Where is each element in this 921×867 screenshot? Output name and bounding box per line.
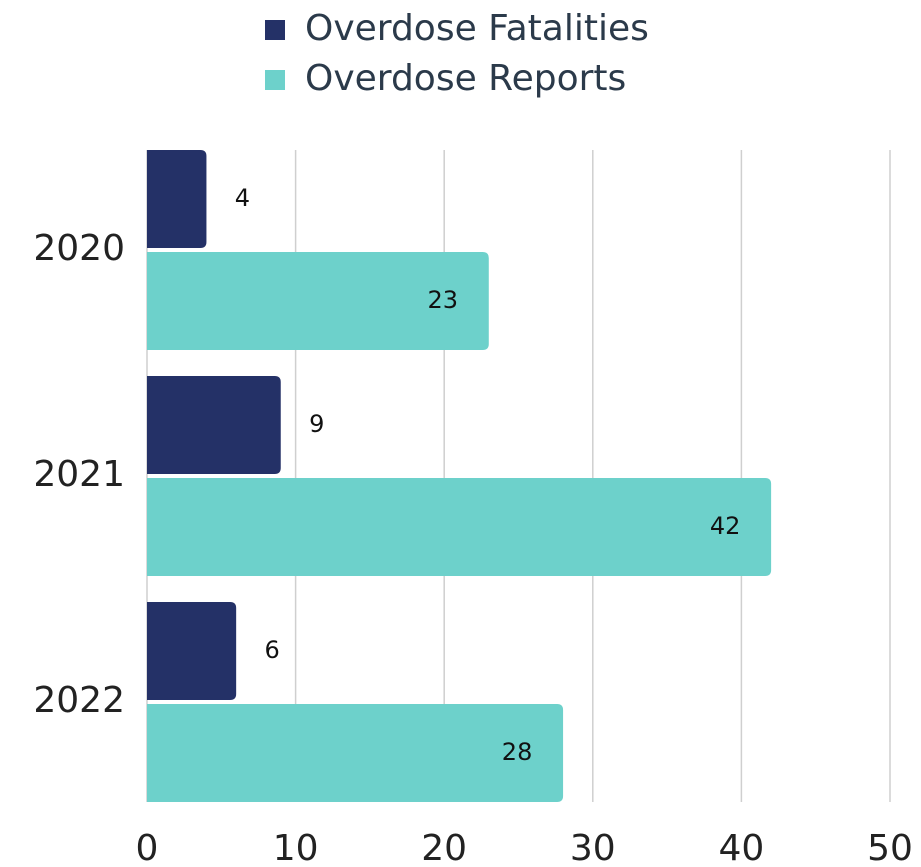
value-label: 4 [235,184,250,212]
x-tick-label: 40 [718,828,764,867]
value-label: 6 [265,636,280,664]
bar [147,704,564,802]
bar [147,150,207,248]
x-tick-label: 10 [273,828,319,867]
legend-swatch [265,20,285,40]
y-tick-label: 2022 [33,680,125,721]
bar [147,376,281,474]
value-label: 28 [502,738,533,766]
legend-label: Overdose Reports [305,58,626,99]
bar [147,602,237,700]
x-tick-label: 50 [867,828,913,867]
bar [147,252,489,350]
y-tick-label: 2021 [33,454,125,495]
value-label: 23 [428,286,459,314]
bar [147,478,772,576]
legend-label: Overdose Fatalities [305,8,649,49]
legend-swatch [265,70,285,90]
x-tick-label: 30 [570,828,616,867]
x-tick-label: 20 [421,828,467,867]
value-label: 9 [309,410,324,438]
value-label: 42 [710,512,741,540]
x-tick-label: 0 [136,828,159,867]
y-tick-label: 2020 [33,228,125,269]
